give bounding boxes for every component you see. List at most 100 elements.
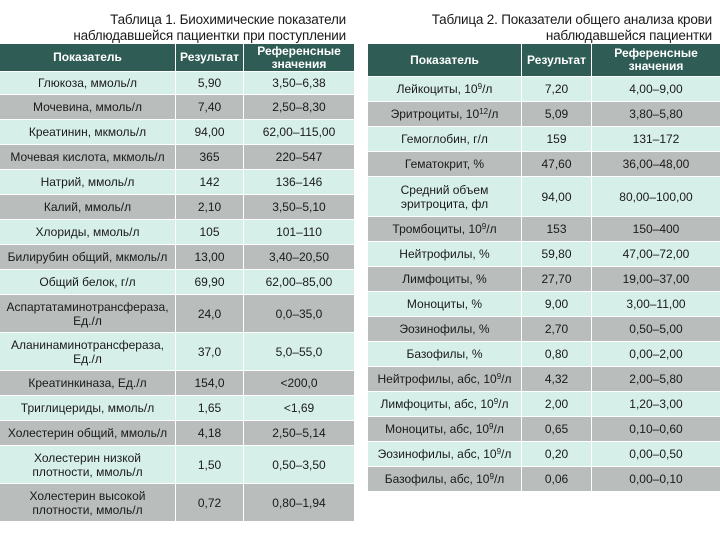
result-cell: 0,06: [522, 467, 592, 492]
indicator-cell: Моноциты, %: [368, 292, 522, 317]
indicator-cell: Аспартатаминотрансфераза, Ед./л: [0, 295, 176, 333]
indicator-cell: Лейкоциты, 109/л: [368, 77, 522, 102]
result-cell: 4,18: [176, 421, 244, 446]
column-divider: [358, 0, 364, 560]
table-row: Средний объем эритроцита, фл 94,00 80,00–1…: [368, 177, 720, 217]
reference-cell: 136–146: [244, 170, 354, 195]
indicator-cell: Глюкоза, ммоль/л: [0, 72, 176, 95]
reference-cell: 1,20–3,00: [592, 392, 720, 417]
reference-cell: 3,40–20,50: [244, 245, 354, 270]
result-cell: 69,90: [176, 270, 244, 295]
unit-suffix: /л: [501, 372, 512, 386]
result-cell: 2,70: [522, 317, 592, 342]
table-row: Гемоглобин, г/л 159 131–172: [368, 127, 720, 152]
indicator-cell: Гематокрит, %: [368, 152, 522, 177]
table-row: Базофилы, % 0,80 0,00–2,00: [368, 342, 720, 367]
result-cell: 153: [522, 217, 592, 242]
table1-header-row: Показатель Результат Референсные значени…: [0, 44, 354, 72]
result-cell: 0,65: [522, 417, 592, 442]
blood-count-table: Показатель Результат Референсные значени…: [368, 44, 720, 492]
reference-cell: 2,50–8,30: [244, 95, 354, 120]
table-row: Мочевина, ммоль/л 7,40 2,50–8,30: [0, 95, 354, 120]
result-cell: 24,0: [176, 295, 244, 333]
blood-count-table-panel: Таблица 2. Показатели общего анализа кро…: [368, 0, 720, 492]
result-cell: 94,00: [522, 177, 592, 217]
indicator-name: Лимфоциты, абс, 10: [380, 397, 494, 411]
result-cell: 4,32: [522, 367, 592, 392]
table2-header-result: Результат: [522, 44, 592, 77]
result-cell: 5,09: [522, 102, 592, 127]
indicator-cell: Нейтрофилы, абс, 109/л: [368, 367, 522, 392]
indicator-name: Средний объем эритроцита, фл: [400, 182, 489, 211]
unit-exponent: 9: [477, 82, 483, 91]
table-row: Эозинофилы, абс, 109/л 0,20 0,00–0,50: [368, 442, 720, 467]
table-row: Триглицериды, ммоль/л 1,65 <1,69: [0, 396, 354, 421]
indicator-cell: Триглицериды, ммоль/л: [0, 396, 176, 421]
reference-cell: 0,80–1,94: [244, 484, 354, 522]
reference-cell: 19,00–37,00: [592, 267, 720, 292]
reference-cell: 3,80–5,80: [592, 102, 720, 127]
reference-cell: 36,00–48,00: [592, 152, 720, 177]
reference-cell: 47,00–72,00: [592, 242, 720, 267]
indicator-name: Эритроциты, 10: [390, 107, 480, 121]
result-cell: 159: [522, 127, 592, 152]
table-row: Моноциты, абс, 109/л 0,65 0,10–0,60: [368, 417, 720, 442]
indicator-cell: Моноциты, абс, 109/л: [368, 417, 522, 442]
reference-cell: 0,00–0,10: [592, 467, 720, 492]
table-row: Базофилы, абс, 109/л 0,06 0,00–0,10: [368, 467, 720, 492]
unit-exponent: 9: [496, 372, 502, 381]
table1-header-result: Результат: [176, 44, 244, 72]
indicator-name: Эозинофилы, абс, 10: [377, 447, 497, 461]
table-row: Лимфоциты, абс, 109/л 2,00 1,20–3,00: [368, 392, 720, 417]
biochemistry-table: Показатель Результат Референсные значени…: [0, 44, 354, 522]
biochemistry-table-panel: Таблица 1. Биохимические показатели набл…: [0, 0, 354, 522]
result-cell: 7,20: [522, 77, 592, 102]
result-cell: 13,00: [176, 245, 244, 270]
reference-cell: 0,10–0,60: [592, 417, 720, 442]
table2-caption-line1: Таблица 2. Показатели общего анализа кро…: [431, 12, 712, 27]
table1-header-reference: Референсные значения: [244, 44, 354, 72]
unit-suffix: /л: [498, 397, 509, 411]
indicator-cell: Аланинаминотрансфераза, Ед./л: [0, 333, 176, 371]
indicator-name: Гемоглобин, г/л: [401, 132, 488, 146]
reference-cell: 101–110: [244, 220, 354, 245]
unit-exponent: 9: [493, 397, 499, 406]
indicator-cell: Натрий, ммоль/л: [0, 170, 176, 195]
reference-cell: 0,00–2,00: [592, 342, 720, 367]
indicator-cell: Холестерин низкой плотности, ммоль/л: [0, 446, 176, 484]
indicator-cell: Креатинин, мкмоль/л: [0, 120, 176, 145]
unit-suffix: /л: [488, 107, 499, 121]
result-cell: 37,0: [176, 333, 244, 371]
reference-cell: 0,0–35,0: [244, 295, 354, 333]
table1-caption-line1: Таблица 1. Биохимические показатели: [110, 12, 346, 27]
indicator-name: Эозинофилы, %: [399, 322, 490, 336]
table2-header-reference: Референсные значения: [592, 44, 720, 77]
indicator-cell: Эозинофилы, абс, 109/л: [368, 442, 522, 467]
result-cell: 0,80: [522, 342, 592, 367]
result-cell: 2,00: [522, 392, 592, 417]
indicator-cell: Гемоглобин, г/л: [368, 127, 522, 152]
reference-cell: <200,0: [244, 371, 354, 396]
table-row: Гематокрит, % 47,60 36,00–48,00: [368, 152, 720, 177]
result-cell: 1,50: [176, 446, 244, 484]
table-row: Аланинаминотрансфераза, Ед./л 37,0 5,0–55,…: [0, 333, 354, 371]
unit-exponent: 9: [496, 447, 502, 456]
indicator-name: Базофилы, абс, 10: [384, 472, 490, 486]
result-cell: 9,00: [522, 292, 592, 317]
reference-cell: 5,0–55,0: [244, 333, 354, 371]
table2-header-row: Показатель Результат Референсные значени…: [368, 44, 720, 77]
table-row: Холестерин общий, ммоль/л 4,18 2,50–5,14: [0, 421, 354, 446]
indicator-name: Лейкоциты, 10: [396, 82, 478, 96]
reference-cell: 220–547: [244, 145, 354, 170]
indicator-cell: Общий белок, г/л: [0, 270, 176, 295]
indicator-cell: Креатинкиназа, Ед./л: [0, 371, 176, 396]
table-row: Холестерин низкой плотности, ммоль/л 1,50…: [0, 446, 354, 484]
result-cell: 27,70: [522, 267, 592, 292]
table-row: Нейтрофилы, % 59,80 47,00–72,00: [368, 242, 720, 267]
indicator-cell: Мочевина, ммоль/л: [0, 95, 176, 120]
indicator-cell: Базофилы, %: [368, 342, 522, 367]
table-row: Тромбоциты, 109/л 153 150–400: [368, 217, 720, 242]
indicator-cell: Эозинофилы, %: [368, 317, 522, 342]
result-cell: 0,72: [176, 484, 244, 522]
reference-cell: 62,00–115,00: [244, 120, 354, 145]
